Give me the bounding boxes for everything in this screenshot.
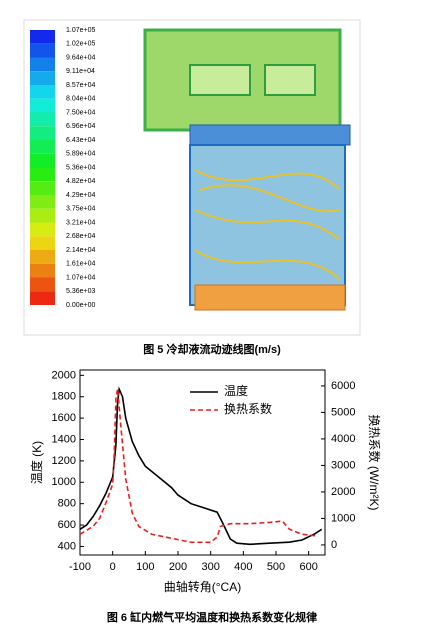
y2-axis-label: 换热系数 (W/m²K) <box>367 415 382 511</box>
colorbar-swatch <box>30 167 55 182</box>
streamline <box>194 169 341 281</box>
colorbar-swatch <box>30 57 55 72</box>
series-line <box>79 386 323 546</box>
colorbar-label: 1.02e+05 <box>66 41 95 48</box>
chart: -100 0 100 200 300 400 500 600 400 600 800 1000 1200… <box>29 369 382 594</box>
colorbar-swatch <box>30 126 55 140</box>
colorbar-label: 9.64e+04 <box>66 54 95 61</box>
x-tick-label: 400 <box>234 561 252 573</box>
colorbar: 1.07e+05 1.02e+05 9.64e+04 9.11e+04 8.57e+04… <box>30 27 95 309</box>
plot-frame <box>79 369 326 556</box>
cfd-image: 1.07e+05 1.02e+05 9.64e+04 9.11e+04 8.57e+04… <box>23 19 361 336</box>
y-tick-label: 1200 <box>52 455 76 467</box>
colorbar-swatch <box>30 208 55 223</box>
colorbar-label: 5.89e+04 <box>66 151 95 158</box>
y-tick-label: 600 <box>58 519 76 531</box>
colorbar-swatch <box>30 291 55 305</box>
colorbar-swatch <box>30 263 55 278</box>
colorbar-label: 4.29e+04 <box>66 192 95 199</box>
y-tick-label: 1400 <box>52 433 76 445</box>
colorbar-label: 2.14e+04 <box>66 247 95 254</box>
y2-tick-label: 0 <box>331 539 337 551</box>
colorbar-label: 1.61e+04 <box>66 261 95 268</box>
y2-tick-label: 2000 <box>331 486 355 498</box>
colorbar-swatch <box>30 43 55 58</box>
y2-tick-label: 3000 <box>331 459 355 471</box>
colorbar-swatch <box>30 277 55 292</box>
colorbar-label: 7.50e+04 <box>66 109 95 116</box>
colorbar-label: 5.36e+04 <box>66 164 95 171</box>
y-axis-label: 温度 (K) <box>29 441 44 484</box>
colorbar-label: 8.57e+04 <box>66 82 95 89</box>
y2-tick-label: 6000 <box>331 380 355 392</box>
x-axis-label: 曲轴转角(°CA) <box>164 579 241 594</box>
y-tick-label: 1800 <box>52 391 76 403</box>
colorbar-label: 8.04e+04 <box>66 96 95 103</box>
y-tick-label: 1600 <box>52 412 76 424</box>
colorbar-swatch <box>30 85 55 99</box>
colorbar-swatch <box>30 98 55 113</box>
colorbar-label: 0.00e+00 <box>66 302 95 309</box>
y-tick-label: 1000 <box>52 476 76 488</box>
x-tick-label: 0 <box>110 561 116 573</box>
y-tick-label: 800 <box>58 498 76 510</box>
colorbar-swatch <box>30 181 55 195</box>
bottom-ring <box>194 284 346 311</box>
colorbar-swatch <box>30 236 55 250</box>
legend-label: 温度 <box>224 383 248 398</box>
y2-tick-label: 4000 <box>331 433 355 445</box>
figure-caption: 图 6 缸内燃气平均温度和换热系数变化规律 <box>107 610 317 624</box>
colorbar-label: 5.36e+03 <box>66 288 95 295</box>
legend-label: 换热系数 <box>224 401 272 416</box>
colorbar-swatch <box>30 153 55 168</box>
y2-tick-label: 5000 <box>331 406 355 418</box>
x-tick-label: 100 <box>136 561 154 573</box>
x-tick-label: 300 <box>201 561 219 573</box>
x-tick-label: 200 <box>169 561 187 573</box>
x-tick-label: -100 <box>69 561 91 573</box>
colorbar-swatch <box>30 140 55 154</box>
colorbar-swatch <box>30 112 55 127</box>
port <box>264 64 316 96</box>
series-line <box>79 388 316 544</box>
colorbar-label: 9.11e+04 <box>66 68 95 75</box>
colorbar-label: 1.07e+05 <box>66 27 95 34</box>
y2-tick-label: 1000 <box>331 512 355 524</box>
colorbar-label: 2.68e+04 <box>66 233 95 240</box>
port <box>189 64 251 96</box>
colorbar-swatch <box>30 222 55 237</box>
colorbar-label: 4.82e+04 <box>66 178 95 185</box>
colorbar-label: 6.43e+04 <box>66 137 95 144</box>
colorbar-swatch <box>30 71 55 85</box>
colorbar-swatch <box>30 195 55 209</box>
colorbar-swatch <box>30 30 55 44</box>
gasket <box>189 124 351 146</box>
colorbar-label: 6.96e+04 <box>66 123 95 130</box>
colorbar-swatch <box>30 250 55 264</box>
colorbar-label: 1.07e+04 <box>66 274 95 281</box>
colorbar-label: 3.75e+04 <box>66 206 95 213</box>
y-tick-label: 400 <box>58 540 76 552</box>
x-tick-label: 600 <box>299 561 317 573</box>
figure-caption: 图 5 冷却液流动迹线图(m/s) <box>143 342 281 356</box>
y-tick-label: 2000 <box>52 369 76 381</box>
colorbar-label: 3.21e+04 <box>66 219 95 226</box>
cylinder-jacket <box>189 144 346 306</box>
x-tick-label: 500 <box>267 561 285 573</box>
